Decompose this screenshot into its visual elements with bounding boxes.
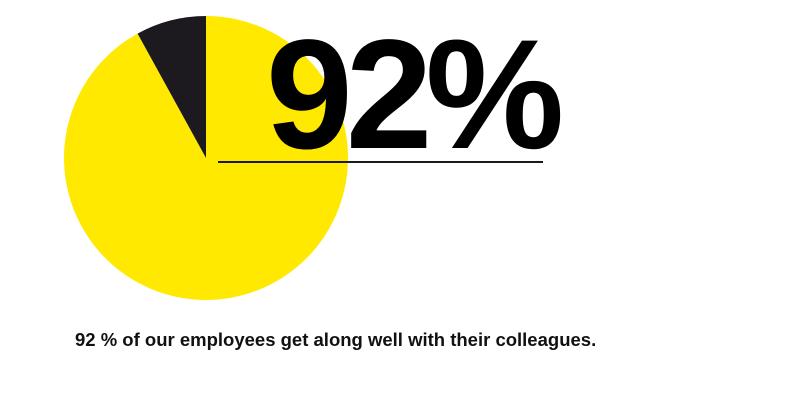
headline-percentage: 92% [266, 8, 564, 182]
pie-slice-0 [63, 16, 348, 301]
caption: 92 % of our employees get along well wit… [75, 329, 597, 350]
headline-underline [218, 161, 543, 163]
pie-slice-1 [137, 16, 206, 158]
